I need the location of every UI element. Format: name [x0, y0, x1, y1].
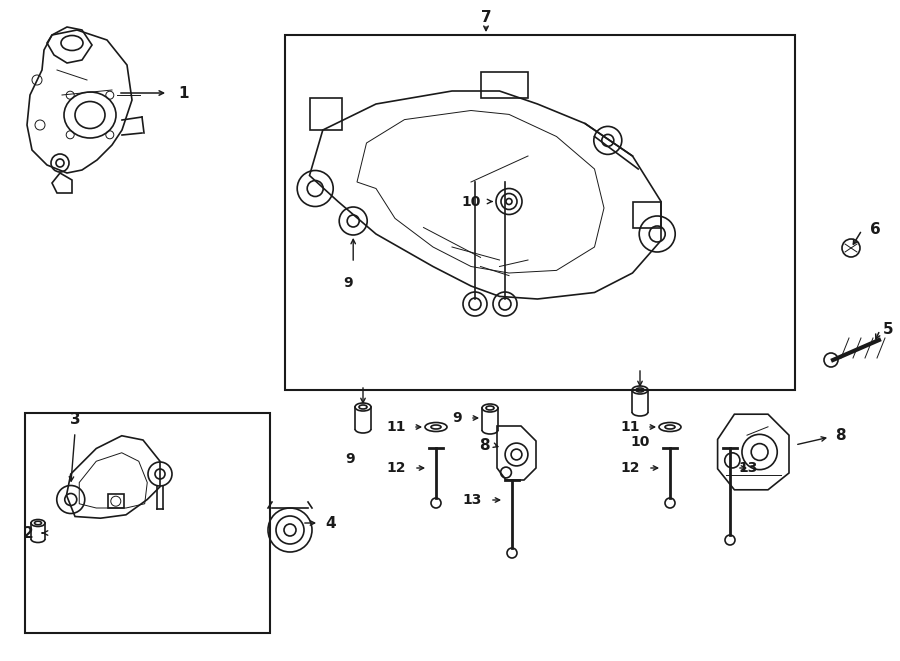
Text: 6: 6 — [870, 223, 881, 237]
Text: 4: 4 — [325, 516, 336, 531]
Text: 7: 7 — [481, 11, 491, 26]
Text: 10: 10 — [630, 435, 650, 449]
Text: 9: 9 — [344, 276, 353, 290]
Text: 10: 10 — [462, 194, 481, 208]
Text: 13: 13 — [738, 461, 758, 475]
Text: 5: 5 — [883, 323, 894, 338]
Text: 11: 11 — [386, 420, 406, 434]
Text: 11: 11 — [620, 420, 640, 434]
Text: 2: 2 — [22, 525, 33, 541]
Text: 13: 13 — [463, 493, 482, 507]
Text: 9: 9 — [453, 411, 462, 425]
Text: 8: 8 — [835, 428, 846, 442]
Bar — [25, 413, 270, 633]
Text: 3: 3 — [69, 412, 80, 428]
Text: 8: 8 — [480, 438, 490, 453]
Text: 9: 9 — [346, 452, 355, 466]
Text: 12: 12 — [620, 461, 640, 475]
Bar — [285, 35, 795, 390]
Text: 1: 1 — [178, 85, 188, 100]
Text: 12: 12 — [386, 461, 406, 475]
